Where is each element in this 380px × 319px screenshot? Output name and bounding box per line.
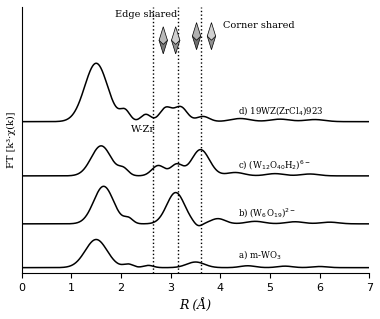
Text: Corner shared: Corner shared — [223, 21, 294, 30]
Text: b) (W$_6$O$_{19}$)$^{2-}$: b) (W$_6$O$_{19}$)$^{2-}$ — [238, 206, 296, 220]
Text: Edge shared: Edge shared — [115, 11, 177, 19]
Text: d) 19WZ(ZrCl$_4$)923: d) 19WZ(ZrCl$_4$)923 — [238, 105, 323, 117]
Polygon shape — [192, 23, 201, 40]
Text: a) m-WO$_3$: a) m-WO$_3$ — [238, 249, 282, 261]
Polygon shape — [171, 36, 180, 54]
Polygon shape — [171, 27, 180, 44]
Text: c) (W$_{12}$O$_{40}$H$_2$)$^{6-}$: c) (W$_{12}$O$_{40}$H$_2$)$^{6-}$ — [238, 158, 310, 172]
Y-axis label: FT [k³·χ(k)]: FT [k³·χ(k)] — [7, 112, 16, 168]
Polygon shape — [207, 23, 216, 40]
Polygon shape — [159, 27, 168, 44]
Polygon shape — [192, 32, 201, 50]
X-axis label: R (Å): R (Å) — [179, 298, 212, 312]
Polygon shape — [159, 36, 168, 54]
Text: W-Zr: W-Zr — [131, 125, 155, 134]
Polygon shape — [207, 32, 216, 50]
